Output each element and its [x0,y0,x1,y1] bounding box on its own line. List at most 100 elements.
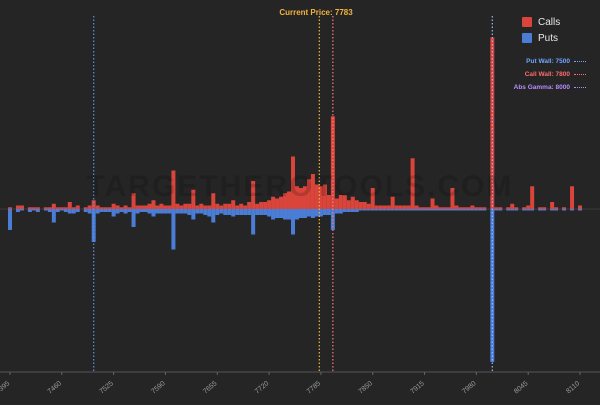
call-bar [219,205,224,209]
call-bar [406,205,411,209]
put-bar [183,209,188,214]
legend-item-puts[interactable]: Puts [522,30,560,46]
put-wall-line-sample [574,61,586,62]
call-bar [159,203,164,209]
put-bar [454,209,459,211]
legend-item-calls[interactable]: Calls [522,14,560,30]
put-bar [402,209,407,211]
call-bar [35,207,40,209]
call-bar [247,202,252,209]
call-bar [119,207,124,209]
call-bar [498,207,503,209]
call-bar [370,188,375,209]
call-bar [287,191,292,209]
call-bar [542,207,547,209]
call-bar [163,205,168,209]
call-bar [111,203,116,209]
put-bar [255,209,260,215]
put-bar [239,209,244,215]
put-bar [526,209,531,211]
put-bar [310,209,315,218]
put-bar [247,209,252,215]
call-bar [67,202,72,209]
call-bar [510,203,515,209]
call-bar [191,189,196,209]
call-bar [271,196,276,209]
call-bar [422,207,427,209]
wall-legend-call: Call Wall: 7800 [514,68,586,81]
put-bar [550,209,555,211]
put-bar [147,209,152,214]
call-bar [99,207,104,209]
call-bar [494,207,499,209]
call-bar [123,205,128,209]
current-price-label: Current Price: 7783 [279,8,353,17]
put-bar [83,209,88,212]
call-bar [554,207,559,209]
x-tick-label: 7655 [202,380,219,395]
put-bar [67,209,72,214]
put-bar [211,209,216,223]
put-bar [279,209,284,218]
call-bar [235,205,240,209]
put-bar [227,209,232,215]
x-tick-label: 7525 [98,380,115,395]
wall-legend-put: Put Wall: 7500 [514,55,586,68]
call-bar [151,200,156,209]
call-bar [362,202,367,209]
put-bar [354,209,359,212]
put-bar [554,209,559,211]
call-bar [322,184,327,209]
put-bar [59,209,64,211]
put-bar [259,209,264,215]
put-bar [514,209,519,211]
call-bar [195,205,200,209]
put-bar [578,209,583,211]
put-bar [115,209,120,214]
abs-gamma-label: Abs Gamma: 8000 [513,84,570,91]
call-bar [87,205,92,209]
put-bar [123,209,128,214]
call-bar [43,207,48,209]
call-bar [550,202,555,209]
x-tick-label: 7850 [358,380,375,395]
put-bar [87,209,92,214]
call-bar [298,188,303,209]
put-bar [338,209,343,214]
put-bar [406,209,411,211]
put-bar [243,209,248,215]
x-tick-label: 7720 [254,380,271,395]
put-bar [570,209,575,211]
call-bar [47,207,52,209]
call-bar [147,203,152,209]
call-bar [259,202,264,209]
call-bar [294,186,299,209]
put-bar [187,209,192,215]
put-bar [267,209,272,217]
call-bar [63,207,68,209]
put-bar [466,209,471,211]
put-bar [251,209,256,235]
put-bar [470,209,475,211]
call-bar [199,203,204,209]
put-bar [43,209,48,211]
put-bar [135,209,140,214]
call-bar [71,207,76,209]
call-bar [167,205,172,209]
legend[interactable]: Calls Puts [522,14,560,46]
call-bar [115,205,120,209]
call-bar [27,207,32,209]
x-tick-label: 8110 [565,380,581,395]
put-bar [366,209,371,211]
call-bar [127,207,132,209]
put-bar [51,209,56,223]
call-bar [310,174,315,209]
put-bar [418,209,423,211]
put-bar [302,209,307,218]
put-bar [414,209,419,211]
call-bar [275,198,280,209]
call-bar [263,202,268,209]
put-bar [235,209,240,215]
call-bar [155,205,160,209]
